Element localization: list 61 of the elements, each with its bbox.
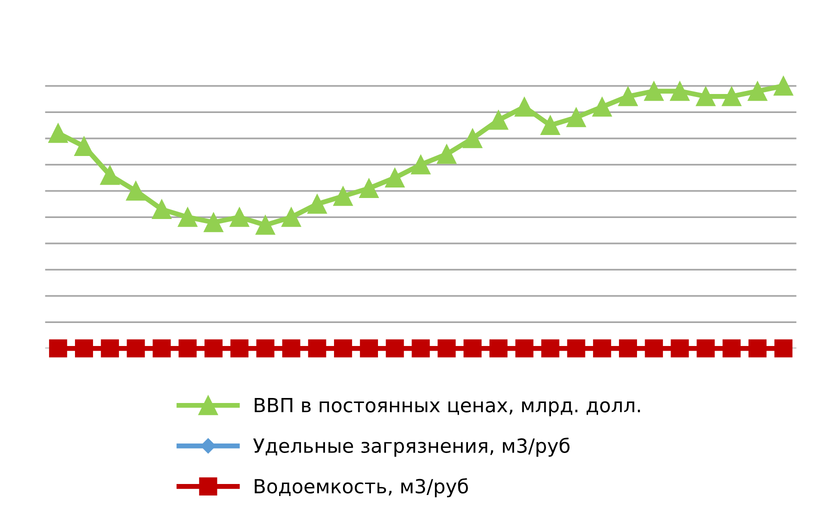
point	[256, 215, 276, 235]
point	[100, 339, 119, 358]
point	[152, 200, 172, 220]
point	[48, 123, 68, 143]
point	[178, 207, 198, 227]
point	[333, 186, 353, 206]
point	[774, 76, 794, 96]
point	[462, 128, 482, 148]
point	[464, 339, 482, 358]
point	[74, 136, 94, 156]
point	[696, 86, 716, 106]
point	[438, 339, 456, 358]
point	[74, 339, 94, 358]
point	[488, 110, 508, 130]
point	[670, 339, 689, 358]
point	[644, 339, 663, 358]
point	[774, 339, 792, 358]
point	[618, 86, 638, 106]
point	[126, 181, 146, 201]
point	[566, 108, 586, 128]
point	[230, 339, 248, 358]
point	[489, 339, 508, 358]
point	[178, 339, 197, 358]
legend-label: ВВП в постоянных ценах, млрд. долл.	[254, 398, 640, 416]
point	[230, 207, 250, 227]
point	[385, 168, 405, 188]
point	[436, 144, 456, 164]
point	[126, 339, 145, 358]
point	[359, 178, 379, 198]
point	[308, 339, 326, 358]
point	[411, 154, 430, 174]
point	[307, 194, 327, 214]
point	[567, 339, 586, 358]
point	[748, 339, 767, 358]
point	[360, 339, 378, 358]
point	[204, 339, 223, 358]
point	[256, 339, 274, 358]
point	[722, 86, 742, 106]
legend-label: Удельные загрязнения, м3/руб	[253, 438, 570, 457]
point	[592, 97, 612, 117]
legend-label: Водоемкость, м3/руб	[254, 478, 468, 498]
point	[618, 339, 638, 358]
point	[515, 339, 534, 358]
point	[644, 81, 664, 101]
point	[593, 339, 612, 358]
point	[204, 212, 224, 232]
point	[49, 339, 68, 358]
point	[541, 339, 560, 358]
point	[386, 339, 404, 358]
point	[722, 339, 741, 358]
point	[100, 165, 120, 185]
point	[540, 116, 560, 136]
point	[412, 339, 430, 358]
point	[670, 81, 690, 101]
point	[282, 339, 300, 358]
point	[282, 207, 301, 227]
point	[514, 97, 534, 117]
point	[334, 339, 352, 358]
point	[696, 339, 715, 358]
point	[152, 339, 171, 358]
point	[748, 81, 768, 101]
